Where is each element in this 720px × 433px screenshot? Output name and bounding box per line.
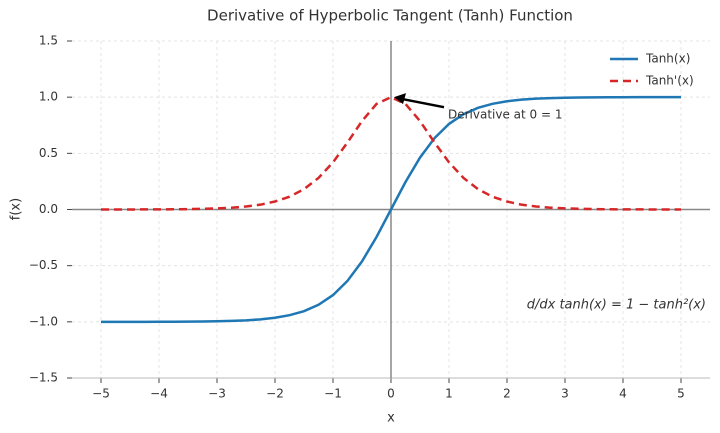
y-tick-label: 1.0 xyxy=(39,90,58,104)
y-tick-label: −1.5 xyxy=(29,371,58,385)
data-line xyxy=(101,95,681,211)
legend-label: Tanh'(x) xyxy=(645,74,694,88)
x-tick-label: 0 xyxy=(387,387,395,401)
x-tick-label: −4 xyxy=(150,387,168,401)
chart-title: Derivative of Hyperbolic Tangent (Tanh) … xyxy=(207,7,573,25)
y-tick-label: 0.5 xyxy=(39,146,58,160)
y-tick-label: −0.5 xyxy=(29,258,58,272)
x-tick-label: 3 xyxy=(561,387,569,401)
legend-label: Tanh(x) xyxy=(645,52,690,66)
x-tick-label: −1 xyxy=(324,387,342,401)
x-axis-label: x xyxy=(387,411,395,426)
annotation-arrowhead xyxy=(394,93,406,105)
x-tick-label: −3 xyxy=(208,387,226,401)
x-tick-label: 1 xyxy=(445,387,453,401)
y-tick-label: −1.0 xyxy=(29,314,58,328)
y-axis-label: f(x) xyxy=(9,198,24,220)
x-tick-label: 4 xyxy=(619,387,627,401)
annotation-text: Derivative at 0 = 1 xyxy=(448,108,563,122)
data-line xyxy=(101,95,681,324)
formula: d/dx tanh(x) = 1 − tanh²(x) xyxy=(527,297,706,312)
y-tick-label: 0.0 xyxy=(39,202,58,216)
y-tick-label: 1.5 xyxy=(39,34,58,48)
annotation-arrow xyxy=(402,97,445,109)
x-tick-label: −2 xyxy=(266,387,284,401)
x-tick-label: 2 xyxy=(503,387,511,401)
x-tick-label: 5 xyxy=(677,387,685,401)
x-tick-label: −5 xyxy=(92,387,110,401)
